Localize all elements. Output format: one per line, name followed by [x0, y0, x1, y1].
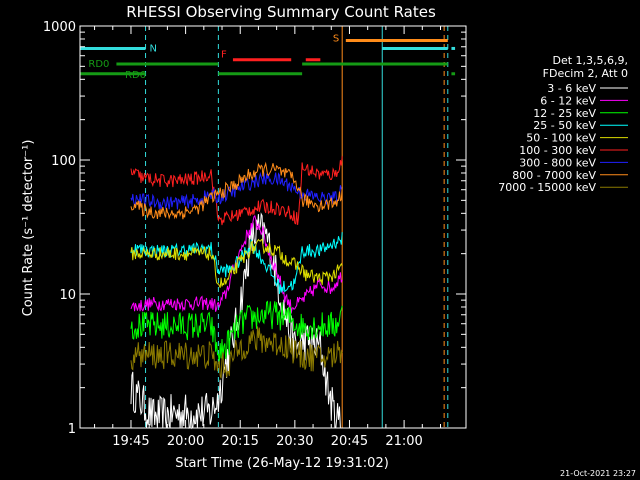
y-tick-label-3: 1000: [43, 20, 76, 35]
generation-timestamp: 21-Oct-2021 23:27: [560, 469, 636, 478]
legend-label-9: 7000 - 15000 keV: [498, 181, 596, 194]
flag-label-s: S: [333, 33, 339, 44]
x-tick-label-2: 20:15: [221, 434, 258, 449]
legend-label-8: 800 - 7000 keV: [512, 169, 596, 182]
chart-title: RHESSI Observing Summary Count Rates: [126, 3, 436, 21]
flag-label-n: N: [150, 43, 157, 54]
state-flags: N F S RD0 RD6: [80, 33, 456, 81]
y-tick-label-2: 100: [51, 154, 76, 169]
y-tick-label-0: 1: [68, 422, 76, 437]
legend-label-5: 50 - 100 keV: [526, 132, 596, 145]
legend-label-4: 25 - 50 keV: [533, 119, 596, 132]
series-layer: [130, 156, 343, 430]
series-line-5: [130, 238, 343, 288]
legend-label-7: 300 - 800 keV: [519, 156, 596, 169]
series-line-4: [130, 232, 343, 294]
x-axis-label: Start Time (26-May-12 19:31:02): [175, 456, 389, 471]
y-axis-label: Count Rate (s⁻¹ detector⁻¹): [21, 140, 36, 317]
flag-label-rd0: RD0: [88, 59, 109, 70]
series-line-7: [130, 171, 343, 210]
x-tick-label-0: 19:45: [112, 434, 149, 449]
legend-label-6: 100 - 300 keV: [519, 144, 596, 157]
x-tick-label-1: 20:00: [167, 434, 204, 449]
series-line-8: [130, 161, 343, 220]
x-tick-label-5: 21:00: [385, 434, 422, 449]
series-line-3: [130, 300, 343, 364]
y-tick-label-1: 10: [59, 288, 76, 303]
series-line-1: [130, 212, 343, 430]
plot-frame: [79, 25, 467, 429]
legend: Det 1,3,5,6,9, FDecim 2, Att 0 3 - 6 keV…: [498, 54, 628, 194]
legend-label-2: 6 - 12 keV: [540, 94, 596, 107]
series-line-9: [130, 326, 343, 379]
axis-ticks: 19:45 20:00 20:15 20:30 20:45 21:00 1 10 100 1000: [43, 20, 466, 449]
legend-label-1: 3 - 6 keV: [547, 82, 596, 95]
x-tick-label-3: 20:30: [276, 434, 313, 449]
x-tick-label-4: 20:45: [331, 434, 368, 449]
legend-label-3: 12 - 25 keV: [533, 107, 596, 120]
flag-label-rd6: RD6: [125, 70, 146, 81]
legend-header-line-1: Det 1,3,5,6,9,: [552, 54, 628, 67]
flag-label-f: F: [221, 50, 227, 61]
series-line-6: [130, 156, 343, 226]
legend-header-line-2: FDecim 2, Att 0: [543, 67, 628, 80]
